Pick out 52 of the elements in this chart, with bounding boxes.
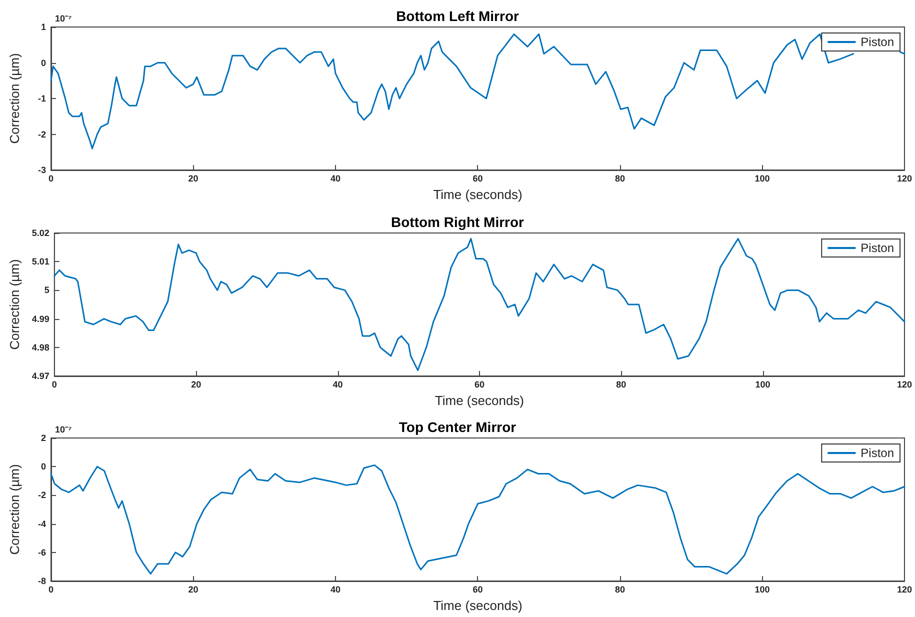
x-tick-label: 100: [754, 584, 770, 595]
line-series: [50, 464, 906, 575]
x-axis-title: Time (seconds): [433, 187, 522, 202]
chart-title: Top Center Mirror: [398, 419, 517, 436]
y-tick-label: 4.97: [32, 370, 50, 381]
y-tick-label: 0: [40, 462, 46, 472]
x-tick-label: 120: [896, 379, 912, 390]
y-tick-label: 5.01: [32, 256, 50, 266]
x-tick-label: 80: [616, 379, 626, 390]
x-tick-label: 20: [191, 379, 202, 390]
x-tick-label: 0: [52, 379, 57, 390]
y-tick-label: 2: [40, 433, 46, 444]
y-tick-label: -2: [38, 129, 46, 140]
x-axis-title: Time (seconds): [434, 392, 524, 408]
x-tick-label: 60: [472, 174, 483, 184]
y-tick-label: 4.99: [32, 313, 50, 324]
x-tick-label: 20: [188, 174, 198, 184]
y-tick-label: -4: [38, 519, 46, 530]
text: 10⁻⁷: [55, 424, 72, 435]
x-tick-label: 40: [330, 174, 341, 184]
y-tick-label: 4.98: [32, 342, 50, 352]
x-tick-label: 80: [614, 174, 625, 184]
y-tick-label: -2: [38, 490, 46, 501]
x-tick-label: 40: [330, 584, 341, 595]
y-tick-label: 0: [40, 58, 46, 68]
x-tick-label: 60: [474, 379, 484, 390]
y-tick-label: -6: [38, 548, 46, 558]
x-tick-label: 120: [896, 584, 912, 595]
chart-title: Bottom Right Mirror: [391, 214, 525, 230]
y-axis-title: Correction (µm): [7, 464, 22, 556]
x-tick-label: 100: [754, 174, 770, 184]
legend-label: Piston: [860, 240, 894, 255]
text: 10⁻⁷: [55, 14, 72, 24]
y-tick-label: -8: [38, 576, 46, 586]
x-tick-label: 120: [896, 174, 912, 184]
y-tick-label: 5: [44, 284, 50, 295]
y-tick-label: -1: [38, 94, 46, 104]
y-tick-label: 5.02: [32, 228, 50, 238]
y-tick-label: -3: [38, 165, 46, 175]
x-axis-title: Time (seconds): [433, 598, 522, 614]
y-axis-title: Correction (µm): [7, 53, 22, 144]
x-tick-label: 40: [332, 379, 343, 390]
legend-label: Piston: [860, 35, 894, 49]
legend-label: Piston: [860, 446, 894, 460]
y-tick-label: 1: [40, 22, 46, 32]
line-series: [54, 238, 906, 371]
x-tick-label: 20: [188, 584, 198, 595]
x-tick-label: 60: [472, 584, 483, 595]
x-tick-label: 80: [614, 584, 625, 595]
y-axis-title: Correction (µm): [7, 258, 22, 350]
chart-title: Bottom Left Mirror: [396, 8, 520, 24]
x-tick-label: 100: [755, 379, 770, 390]
